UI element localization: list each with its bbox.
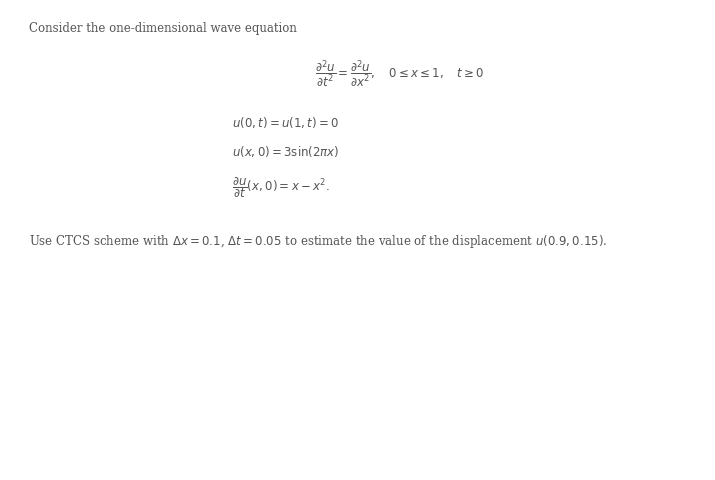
Text: $\dfrac{\partial^2 u}{\partial t^2} = \dfrac{\partial^2 u}{\partial x^2},\quad 0: $\dfrac{\partial^2 u}{\partial t^2} = \d… xyxy=(315,59,484,90)
Text: $\dfrac{\partial u}{\partial t}(x, 0) = x - x^2.$: $\dfrac{\partial u}{\partial t}(x, 0) = … xyxy=(232,175,330,200)
Text: Consider the one-dimensional wave equation: Consider the one-dimensional wave equati… xyxy=(29,22,297,35)
Text: Use CTCS scheme with $\Delta x = 0.1$, $\Delta t = 0.05$ to estimate the value o: Use CTCS scheme with $\Delta x = 0.1$, $… xyxy=(29,233,607,250)
Text: $u(x, 0) = 3\sin(2\pi x)$: $u(x, 0) = 3\sin(2\pi x)$ xyxy=(232,144,340,159)
Text: $u(0, t) = u(1, t) = 0$: $u(0, t) = u(1, t) = 0$ xyxy=(232,115,340,130)
